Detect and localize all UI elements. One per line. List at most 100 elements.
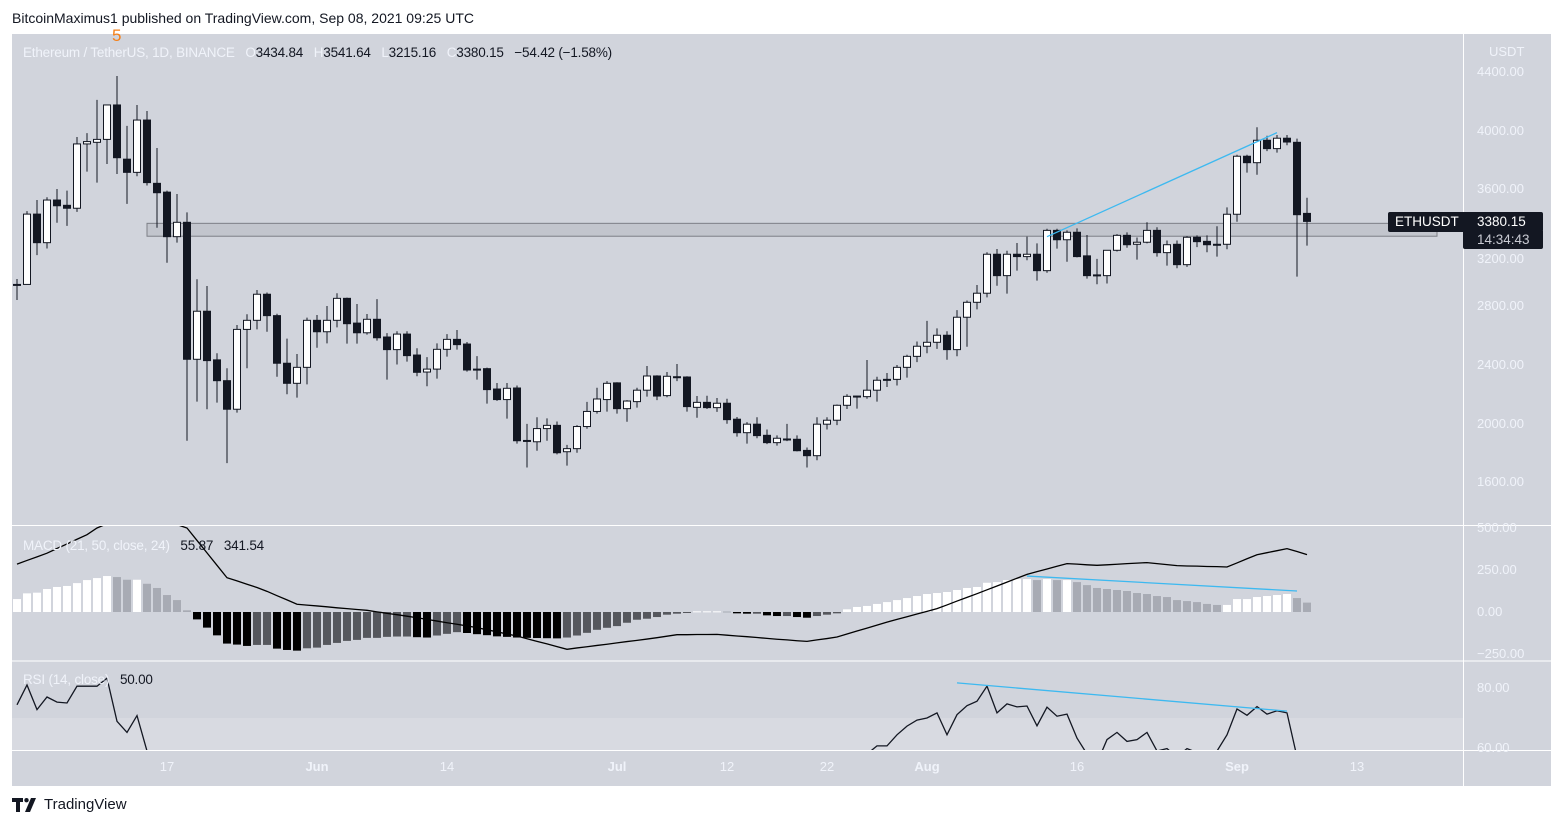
price-axis-tick: 4000.00 (1477, 122, 1524, 138)
candle-body-down (1173, 243, 1181, 266)
close-value: 3380.15 (456, 45, 504, 60)
candle-body-down (1203, 240, 1211, 246)
candle-body-up (1183, 236, 1191, 266)
macd-hist-value: 55.87 (180, 538, 214, 553)
candle-body-up (423, 368, 431, 373)
macd-histogram-bar (1113, 589, 1121, 612)
macd-histogram-bar (893, 600, 901, 612)
price-unit-label: USDT (1489, 44, 1525, 59)
candle (1223, 207, 1231, 250)
price-axis-tick: 1600.00 (1477, 474, 1524, 490)
candle-body-up (533, 428, 541, 443)
macd-histogram-bar (1293, 598, 1301, 612)
candle (1283, 134, 1291, 146)
time-axis-tick: Aug (914, 759, 940, 774)
high-label: H (313, 45, 324, 60)
symbol-label[interactable]: Ethereum / TetherUS, 1D, BINANCE (23, 45, 235, 60)
candle-body-up (93, 138, 101, 143)
open-value: 3434.84 (255, 45, 304, 60)
candle (483, 367, 491, 404)
price-legend: Ethereum / TetherUS, 1D, BINANCE O3434.8… (23, 45, 612, 61)
macd-title[interactable]: MACD (21, 50, close, 24) (23, 538, 170, 553)
time-axis-tick: 17 (159, 759, 175, 774)
candle (753, 417, 761, 439)
macd-histogram-bar (1173, 600, 1181, 612)
candle-body-up (253, 293, 261, 321)
candle-body-up (813, 423, 821, 457)
candle (1173, 240, 1181, 269)
candle-body-up (923, 341, 931, 347)
macd-histogram-bar (453, 612, 461, 633)
candle-body-down (153, 182, 161, 194)
candle-body-down (723, 402, 731, 421)
candle (453, 329, 461, 350)
candle (53, 189, 61, 223)
candle (353, 304, 361, 344)
candle-body-up (1023, 253, 1031, 258)
macd-histogram-bar (393, 612, 401, 637)
candle (293, 354, 301, 398)
candle-body-up (913, 345, 921, 357)
candle-body-down (383, 336, 391, 351)
macd-histogram-bar (553, 612, 561, 639)
candle-body-up (883, 378, 891, 381)
macd-histogram-bar (1133, 593, 1141, 612)
macd-histogram-bar (653, 612, 661, 618)
candle (163, 190, 171, 263)
tradingview-logo[interactable]: TradingView (12, 796, 127, 814)
candle (893, 365, 901, 386)
time-axis-tick: Jun (305, 759, 329, 774)
candle (533, 417, 541, 451)
macd-histogram-bar (583, 612, 591, 633)
candle (1113, 234, 1121, 252)
candle-body-down (1053, 229, 1061, 241)
candle (653, 375, 661, 401)
candle-body-down (463, 343, 471, 371)
candle-body-up (363, 318, 371, 334)
candle-body-up (293, 366, 301, 384)
candle (193, 279, 201, 402)
candle (693, 396, 701, 418)
candle-body-up (1223, 213, 1231, 245)
macd-histogram-bar (403, 612, 411, 637)
rsi-title[interactable]: RSI (14, close) (23, 672, 110, 687)
candle (1103, 249, 1111, 284)
candle (263, 292, 271, 332)
candle (783, 423, 791, 442)
macd-histogram-bar (1123, 591, 1131, 612)
macd-histogram-bar (1243, 599, 1251, 612)
candle (1163, 240, 1171, 266)
candle (993, 248, 1001, 286)
candle (953, 310, 961, 357)
candle (423, 357, 431, 387)
macd-histogram-bar (463, 612, 471, 633)
macd-histogram-bar (983, 582, 991, 612)
macd-histogram-bar (313, 612, 321, 648)
candle-body-up (1043, 229, 1051, 272)
macd-histogram-bar (13, 599, 21, 612)
candle (413, 348, 421, 377)
candle-body-down (63, 204, 71, 209)
candle-body-up (843, 395, 851, 406)
macd-axis-tick: 0.00 (1477, 604, 1503, 619)
candle-body-down (403, 333, 411, 357)
price-axis-tick: 2800.00 (1477, 298, 1524, 314)
macd-histogram-bar (93, 578, 101, 612)
candle (853, 395, 861, 409)
candle-body-up (693, 401, 701, 408)
macd-histogram-bar (243, 612, 251, 646)
candle (13, 279, 21, 300)
candle-body-up (243, 319, 251, 330)
macd-histogram-bar (1063, 580, 1071, 612)
macd-histogram-bar (23, 593, 31, 612)
macd-histogram-bar (1073, 582, 1081, 612)
elliott-wave-label[interactable]: 5 (112, 26, 122, 45)
macd-histogram-bar (353, 612, 361, 640)
macd-histogram-bar (1223, 604, 1231, 612)
candle-body-up (593, 398, 601, 412)
candle (393, 331, 401, 365)
candle (1213, 226, 1221, 257)
macd-histogram-bar (803, 612, 811, 618)
candle-body-up (853, 395, 861, 398)
